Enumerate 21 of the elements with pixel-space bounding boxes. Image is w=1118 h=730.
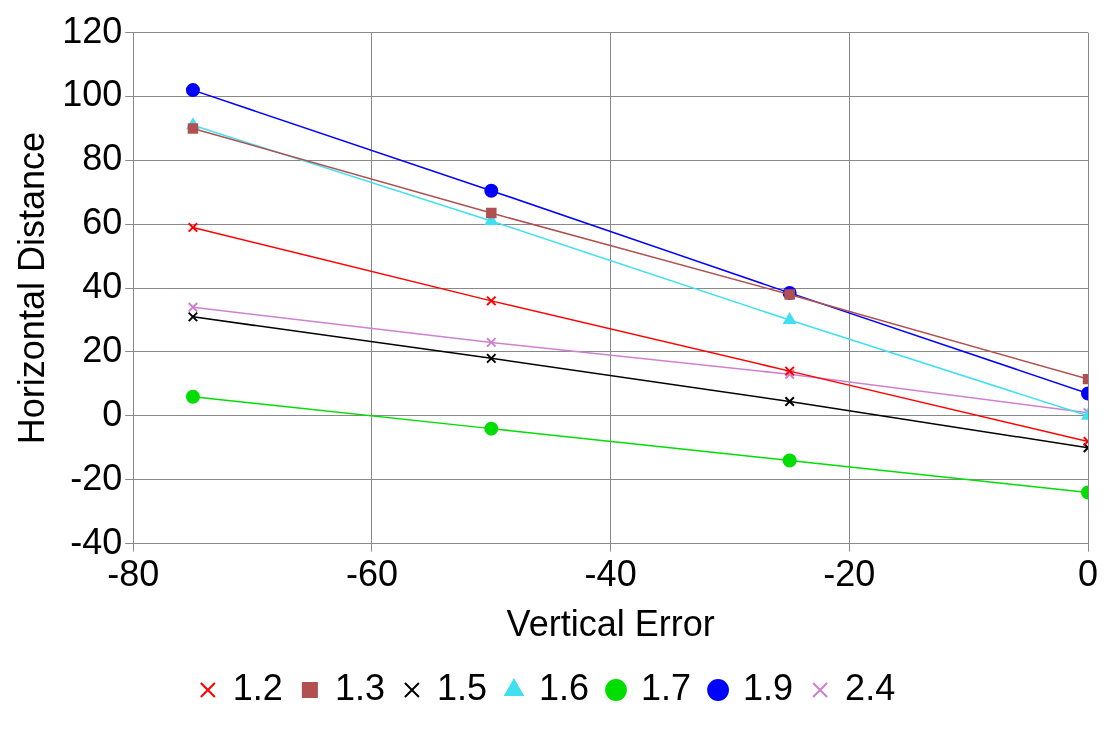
y-tick-label: 60 [82,201,123,243]
legend-label: 1.3 [334,666,385,708]
y-tick-label: 20 [82,328,123,370]
x-axis-title: Vertical Error [506,603,715,645]
y-tick-label: 100 [62,73,123,115]
x-tick-label: -60 [345,553,398,595]
x-tick-label: -20 [823,553,876,595]
legend-label: 1.9 [743,666,794,708]
legend-label: 1.2 [232,666,283,708]
y-tick-label: 120 [62,9,123,51]
legend-label: 1.6 [538,666,590,708]
y-tick-label: 40 [82,265,123,307]
y-tick-label: -20 [70,456,123,498]
legend-label: 1.5 [436,666,487,708]
y-tick-label: 80 [82,137,123,179]
y-tick-label: 0 [102,392,123,434]
y-axis-title: Horizontal Distance [10,132,52,445]
x-tick-label: 0 [1077,553,1099,595]
x-tick-label: -40 [584,553,637,595]
legend-label: 2.4 [845,666,896,708]
legend-label: 1.7 [641,666,692,708]
